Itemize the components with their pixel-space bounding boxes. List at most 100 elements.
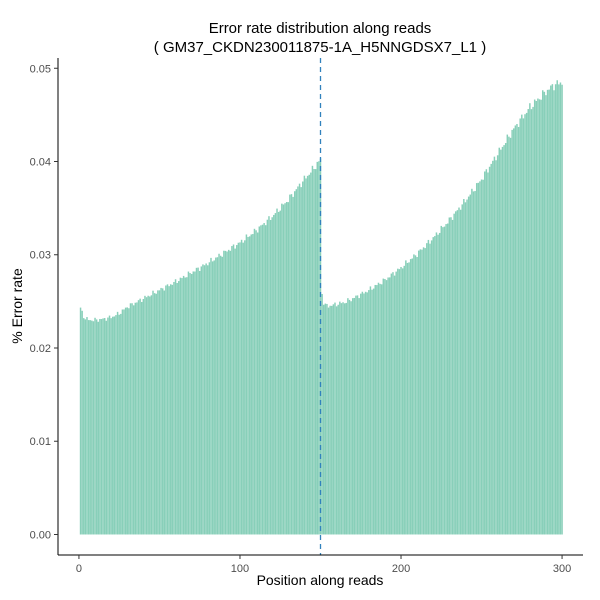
error-rate-bar [421,249,423,535]
error-rate-bar [105,320,108,535]
error-rate-bar [376,285,378,535]
error-rate-bar [484,171,486,535]
y-ticks-group: 0.00 0.01 0.02 0.03 0.04 0.05 [30,63,58,541]
error-rate-bar [554,84,557,535]
error-rate-bar [232,244,235,535]
error-rate-bar [361,291,364,535]
error-rate-bar [324,303,327,535]
error-rate-bar [81,310,83,535]
error-rate-bar [157,290,159,535]
error-rate-bar [371,289,373,535]
error-rate-bar [348,299,351,535]
error-rate-bar [316,161,319,535]
error-rate-bar [529,103,531,535]
error-rate-bar [369,286,372,535]
error-rate-bar [83,318,85,535]
y-tick-label: 0.03 [30,250,51,262]
error-rate-bar [247,236,249,535]
error-rate-bar [516,124,518,535]
error-rate-bar [511,129,513,535]
error-rate-bar [517,126,520,535]
error-rate-bar [426,243,428,535]
error-rate-bar [179,277,182,535]
error-rate-bar [556,80,558,535]
error-rate-bar [182,275,185,535]
error-rate-bar [145,297,148,535]
error-rate-bar [329,305,331,535]
error-rate-bar [310,172,312,535]
error-rate-bar [163,290,166,535]
error-rate-bar [559,82,562,535]
error-rate-bar [343,303,346,535]
error-rate-bar [197,267,199,535]
error-rate-bar [450,217,452,535]
error-rate-bar [339,301,341,535]
error-rate-bar [400,266,402,535]
y-tick-label: 0.04 [30,157,51,169]
error-rate-bar [142,299,145,535]
error-rate-bar [488,166,491,535]
error-rate-bar [434,236,436,535]
error-rate-bar [524,114,526,535]
error-rate-bar [503,145,505,535]
error-rate-bar [84,319,87,535]
error-rate-bar [355,295,357,535]
error-rate-bar [245,234,248,535]
error-rate-bar [467,196,470,535]
error-rate-bar [364,291,367,535]
error-rate-bar [408,262,410,535]
error-rate-bar [261,224,264,535]
error-rate-bar [92,321,95,535]
error-rate-bar [389,277,391,535]
error-rate-bar [540,99,542,535]
error-rate-bar [89,320,91,535]
error-rate-bar [530,109,533,535]
error-rate-bar [158,290,161,535]
error-rate-bar [542,90,544,535]
chart-title-line-2: ( GM37_CKDN230011875-1A_H5NNGDSX7_L1 ) [154,39,486,56]
error-rate-bar [466,199,468,535]
error-rate-bar [368,290,370,535]
error-rate-bar [269,219,272,535]
error-rate-bar [493,156,496,535]
error-rate-bar [471,188,473,535]
error-rate-bar [548,89,550,535]
error-rate-bar [215,257,217,535]
error-rate-bar [416,257,418,535]
y-tick-label: 0.01 [30,436,51,448]
error-rate-bar [181,278,183,535]
error-rate-bar [207,265,209,535]
error-rate-bar [137,300,140,535]
error-rate-bar [331,305,333,535]
error-rate-bar [290,194,293,535]
error-rate-bar [519,118,521,535]
error-rate-bar [533,99,536,535]
error-rate-bar [248,236,251,535]
error-rate-bar [244,240,246,535]
error-rate-bar [95,319,98,535]
error-rate-bar [203,265,206,535]
error-rate-bar [176,283,178,535]
error-rate-bar [171,284,174,535]
x-tick-label: 100 [231,563,249,575]
error-rate-bar [227,249,230,535]
error-rate-bar [277,211,280,535]
error-rate-bar [351,298,354,535]
error-rate-bar [342,302,344,535]
error-rate-bar [532,106,534,535]
error-rate-bar [403,265,405,535]
error-rate-bar [535,101,538,535]
error-rate-bar [134,302,137,535]
error-rate-bar [446,223,449,535]
error-rate-bar [306,175,309,535]
error-rate-bar [347,298,349,535]
x-tick-label: 0 [76,563,82,575]
error-rate-bar [218,253,220,535]
error-rate-bar [271,217,273,535]
error-rate-bar [161,288,164,535]
error-rate-bar [178,281,180,535]
error-rate-bar [545,95,547,535]
error-rate-bar [229,250,232,535]
error-rate-bar [345,302,348,535]
